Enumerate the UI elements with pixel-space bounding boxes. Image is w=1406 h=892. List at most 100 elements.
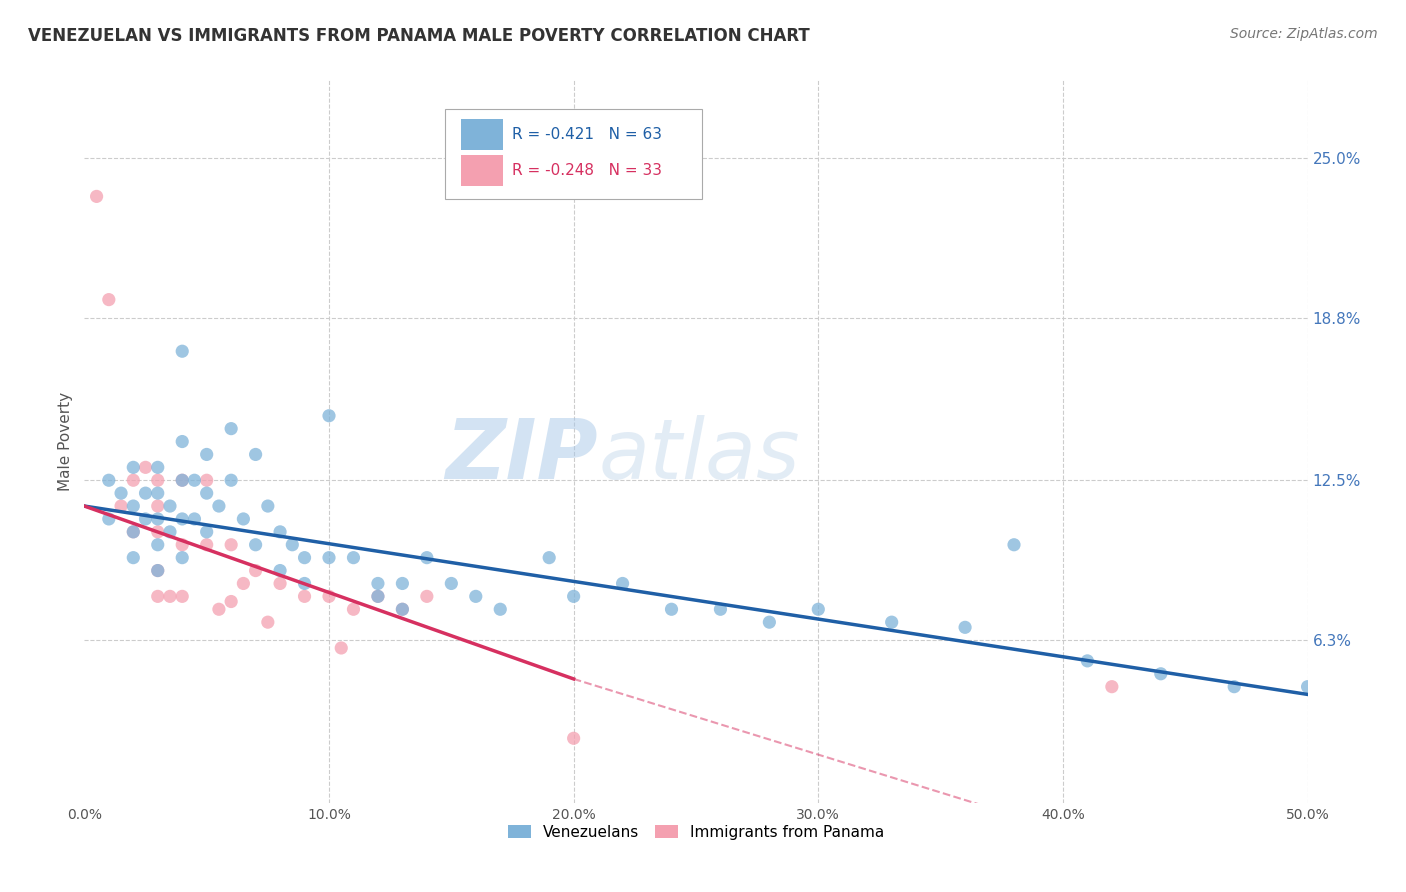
Point (269, 576, 291, 591)
Point (391, 602, 413, 616)
Point (367, 576, 389, 591)
Point (758, 615, 780, 630)
Point (172, 512, 194, 526)
Point (391, 602, 413, 616)
Point (294, 550, 316, 565)
Point (219, 422, 242, 436)
Point (1101, 680, 1123, 694)
Point (135, 486, 157, 500)
Point (562, 590, 585, 604)
Point (1223, 680, 1246, 694)
Point (183, 473, 205, 487)
Point (122, 550, 145, 565)
Point (1002, 538, 1025, 552)
Y-axis label: Male Poverty: Male Poverty (58, 392, 73, 491)
Legend: Venezuelans, Immigrants from Panama: Venezuelans, Immigrants from Panama (502, 819, 890, 846)
Point (416, 550, 439, 565)
Point (195, 447, 218, 461)
Point (294, 590, 316, 604)
Point (172, 538, 194, 552)
Point (195, 524, 218, 539)
Point (122, 473, 145, 487)
Point (538, 550, 561, 565)
Point (159, 524, 181, 539)
Point (146, 473, 169, 487)
Point (612, 576, 634, 591)
Point (342, 602, 364, 616)
Point (135, 512, 157, 526)
Point (172, 344, 194, 359)
FancyBboxPatch shape (461, 120, 503, 150)
Point (416, 590, 439, 604)
Point (245, 447, 267, 461)
Point (97, 473, 120, 487)
Point (146, 538, 169, 552)
Point (172, 550, 194, 565)
Point (97, 512, 120, 526)
Point (232, 512, 254, 526)
Point (183, 512, 205, 526)
Point (562, 731, 585, 746)
Point (1076, 654, 1098, 668)
Point (367, 590, 389, 604)
Point (146, 486, 169, 500)
Point (159, 590, 181, 604)
Point (219, 473, 242, 487)
Point (159, 499, 181, 513)
Point (195, 538, 218, 552)
Point (342, 550, 364, 565)
Point (195, 473, 218, 487)
Point (219, 594, 242, 608)
Text: atlas: atlas (598, 416, 800, 497)
Point (880, 615, 903, 630)
Point (257, 499, 280, 513)
Point (146, 524, 169, 539)
Point (294, 576, 316, 591)
FancyBboxPatch shape (446, 109, 702, 200)
Point (122, 524, 145, 539)
Point (146, 512, 169, 526)
Point (195, 486, 218, 500)
Point (709, 602, 731, 616)
Point (245, 564, 267, 578)
Point (232, 576, 254, 591)
Point (269, 524, 291, 539)
Point (86, 189, 108, 203)
Point (110, 499, 132, 513)
Point (135, 460, 157, 475)
Point (146, 590, 169, 604)
Point (122, 524, 145, 539)
Point (464, 590, 486, 604)
Point (489, 602, 512, 616)
Text: R = -0.248   N = 33: R = -0.248 N = 33 (513, 163, 662, 178)
Text: R = -0.421   N = 63: R = -0.421 N = 63 (513, 127, 662, 142)
Point (172, 434, 194, 449)
Point (172, 590, 194, 604)
Point (440, 576, 463, 591)
Point (318, 590, 340, 604)
Text: ZIP: ZIP (446, 416, 598, 497)
Point (661, 602, 683, 616)
Text: Source: ZipAtlas.com: Source: ZipAtlas.com (1230, 27, 1378, 41)
Point (391, 576, 413, 591)
FancyBboxPatch shape (461, 155, 503, 186)
Point (146, 499, 169, 513)
Point (146, 564, 169, 578)
Point (110, 486, 132, 500)
Point (146, 460, 169, 475)
Point (172, 473, 194, 487)
Point (269, 564, 291, 578)
Point (318, 409, 340, 423)
Point (367, 590, 389, 604)
Point (219, 538, 242, 552)
Point (172, 473, 194, 487)
Point (97, 293, 120, 307)
Text: VENEZUELAN VS IMMIGRANTS FROM PANAMA MALE POVERTY CORRELATION CHART: VENEZUELAN VS IMMIGRANTS FROM PANAMA MAL… (28, 27, 810, 45)
Point (208, 499, 231, 513)
Point (208, 602, 231, 616)
Point (1296, 680, 1319, 694)
Point (330, 640, 353, 655)
Point (245, 538, 267, 552)
Point (122, 499, 145, 513)
Point (122, 460, 145, 475)
